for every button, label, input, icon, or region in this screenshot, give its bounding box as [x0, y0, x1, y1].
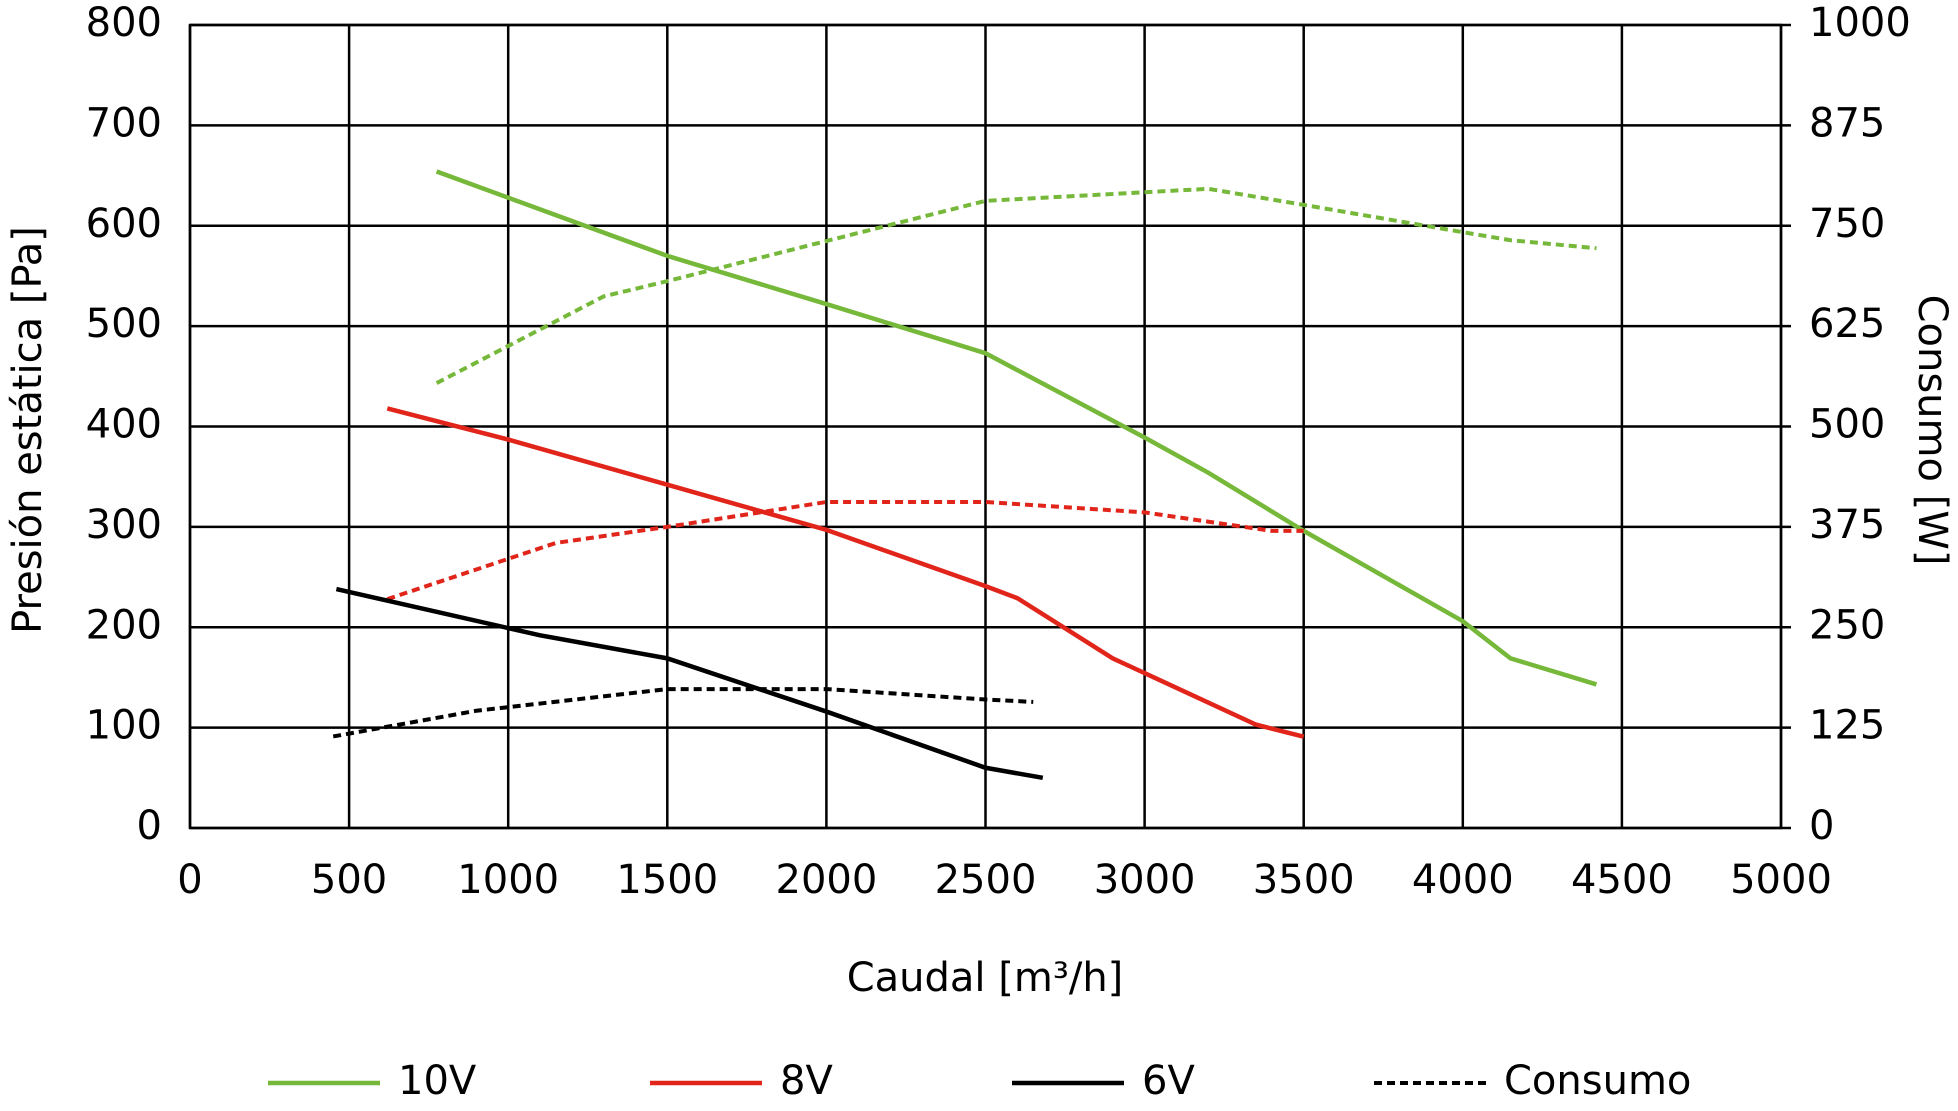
pressure-line: [335, 586, 1044, 781]
legend-label: 6V: [1142, 1058, 1195, 1104]
y-tick-label: 700: [86, 100, 162, 146]
x-tick-label: 2500: [935, 857, 1037, 903]
y-tick-label: 200: [86, 602, 162, 648]
x-tick-label: 2000: [776, 857, 878, 903]
y2-tick-label: 0: [1809, 803, 1834, 849]
x-axis-label: Caudal [m³/h]: [847, 955, 1124, 1001]
y-tick-label: 400: [86, 402, 162, 448]
y-tick-label: 100: [86, 703, 162, 749]
y2-tick-label: 875: [1809, 100, 1885, 146]
y2-tick-label: 1000: [1809, 0, 1911, 46]
y2-tick-label: 125: [1809, 703, 1885, 749]
y-tick-label: 300: [86, 502, 162, 548]
y-tick-label: 600: [86, 201, 162, 247]
y2-tick-label: 500: [1809, 402, 1885, 448]
x-tick-label: 3500: [1253, 857, 1355, 903]
x-tick-label: 1000: [457, 857, 559, 903]
y2-axis-label: Consumo [W]: [1909, 295, 1955, 566]
x-tick-label: 0: [177, 857, 202, 903]
y2-tick-label: 250: [1809, 602, 1885, 648]
pressure-line: [435, 169, 1598, 687]
y-tick-label: 800: [86, 0, 162, 46]
x-tick-label: 4000: [1412, 857, 1514, 903]
y2-tick-label: 375: [1809, 502, 1885, 548]
x-tick-label: 1500: [616, 857, 718, 903]
legend-label: Consumo: [1504, 1058, 1691, 1104]
x-tick-label: 4500: [1571, 857, 1673, 903]
y-tick-label: 500: [86, 301, 162, 347]
consumption-line: [386, 499, 1304, 602]
x-tick-label: 500: [311, 857, 387, 903]
y2-tick-label: 750: [1809, 201, 1885, 247]
legend-label: 8V: [780, 1058, 833, 1104]
consumption-line: [435, 186, 1597, 385]
consumption-line: [332, 687, 1034, 739]
legend-label: 10V: [398, 1058, 477, 1104]
y-axis-label: Presión estática [Pa]: [5, 226, 51, 634]
plot-frame: [188, 23, 1783, 830]
y2-tick-label: 625: [1809, 301, 1885, 347]
x-tick-label: 5000: [1730, 857, 1832, 903]
pressure-line: [386, 406, 1305, 739]
x-tick-label: 3000: [1094, 857, 1196, 903]
y-tick-label: 0: [137, 803, 162, 849]
